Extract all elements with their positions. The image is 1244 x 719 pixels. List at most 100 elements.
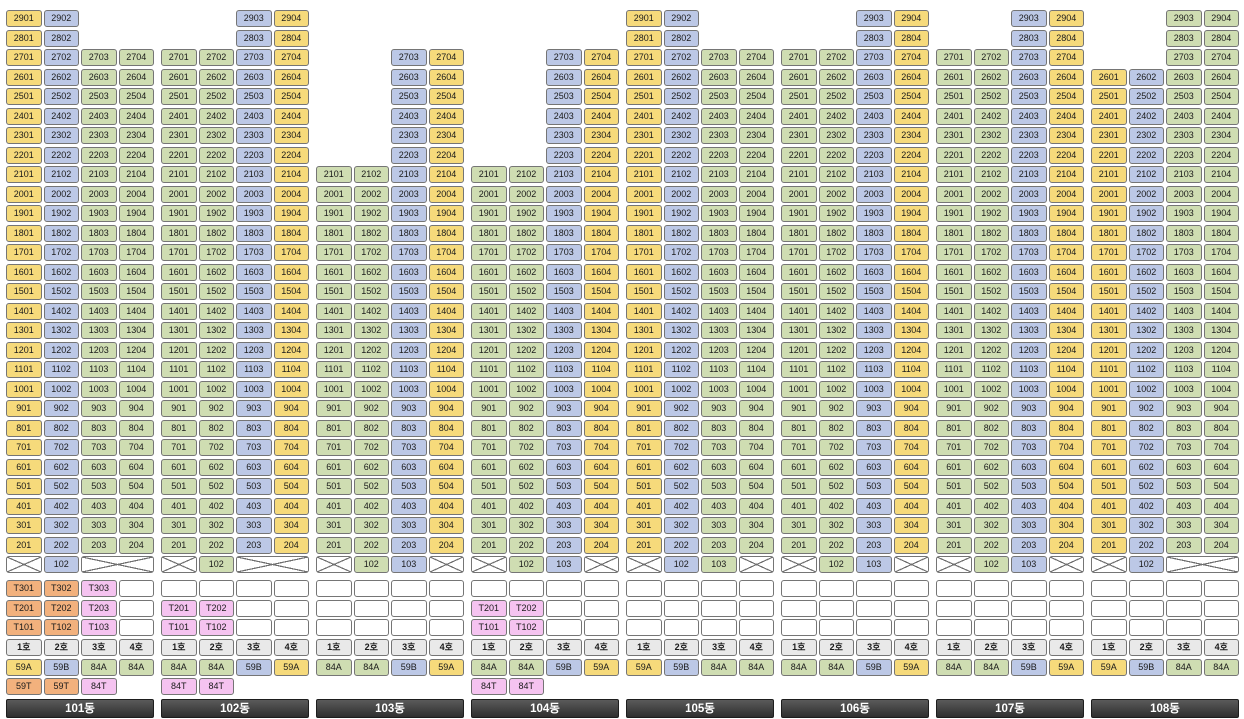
unit-cell[interactable]: 802	[508, 419, 544, 437]
unit-cell[interactable]: 2904	[1203, 10, 1239, 27]
unit-cell[interactable]: 1002	[818, 380, 854, 398]
unit-cell[interactable]: 803	[701, 419, 737, 437]
unit-cell[interactable]: 303	[856, 517, 892, 534]
unit-cell[interactable]: 2304	[583, 127, 619, 144]
unit-cell[interactable]: 204	[428, 536, 464, 554]
unit-cell[interactable]: 2003	[1011, 185, 1047, 203]
unit-cell[interactable]: 503	[81, 478, 117, 495]
unit-cell[interactable]: 1002	[973, 380, 1009, 398]
unit-cell[interactable]: 1901	[471, 205, 507, 222]
unit-cell[interactable]: 2403	[856, 107, 892, 125]
unit-cell[interactable]: 1601	[1091, 263, 1127, 281]
unit-cell[interactable]: 2302	[43, 127, 79, 144]
unit-cell[interactable]: 1002	[43, 380, 79, 398]
unit-cell[interactable]: 1803	[391, 224, 427, 242]
unit-cell[interactable]: T201	[6, 599, 42, 617]
unit-cell[interactable]: 1703	[81, 244, 117, 261]
unit-cell[interactable]: 1803	[236, 224, 272, 242]
unit-cell[interactable]: 1002	[508, 380, 544, 398]
unit-cell[interactable]: 2101	[1091, 166, 1127, 183]
unit-cell[interactable]: 204	[583, 536, 619, 554]
unit-cell[interactable]: 804	[583, 419, 619, 437]
unit-cell[interactable]: 1104	[428, 361, 464, 378]
unit-cell[interactable]: 1104	[118, 361, 154, 378]
unit-cell[interactable]: 2003	[701, 185, 737, 203]
unit-cell[interactable]: 804	[893, 419, 929, 437]
unit-cell[interactable]: 2402	[198, 107, 234, 125]
unit-cell[interactable]: 401	[6, 497, 42, 515]
unit-cell[interactable]: 1801	[1091, 224, 1127, 242]
unit-cell[interactable]: 2503	[1166, 88, 1202, 105]
unit-cell[interactable]: 1402	[353, 302, 389, 320]
unit-cell[interactable]: 1603	[391, 263, 427, 281]
unit-cell[interactable]: 2401	[781, 107, 817, 125]
unit-cell[interactable]: 102	[973, 556, 1009, 573]
unit-cell[interactable]: 1503	[236, 283, 272, 300]
unit-cell[interactable]: 1702	[663, 244, 699, 261]
unit-cell[interactable]: 1701	[626, 244, 662, 261]
unit-cell[interactable]: 302	[353, 517, 389, 534]
unit-cell[interactable]: 701	[781, 439, 817, 456]
unit-cell[interactable]: 701	[6, 439, 42, 456]
unit-cell[interactable]: 2701	[6, 49, 42, 66]
unit-cell[interactable]: 2301	[626, 127, 662, 144]
unit-cell[interactable]: 901	[471, 400, 507, 417]
unit-cell[interactable]: 903	[391, 400, 427, 417]
unit-cell[interactable]: 1501	[161, 283, 197, 300]
unit-cell[interactable]: 102	[198, 556, 234, 573]
unit-cell[interactable]: 1202	[43, 341, 79, 359]
unit-cell[interactable]: 704	[428, 439, 464, 456]
unit-cell[interactable]: 1902	[43, 205, 79, 222]
unit-cell[interactable]: 802	[1128, 419, 1164, 437]
unit-cell[interactable]: 204	[1203, 536, 1239, 554]
unit-cell[interactable]: 1001	[161, 380, 197, 398]
unit-cell[interactable]: T201	[471, 599, 507, 617]
unit-cell[interactable]: 202	[1128, 536, 1164, 554]
unit-cell[interactable]: 1902	[198, 205, 234, 222]
unit-cell[interactable]: 2001	[471, 185, 507, 203]
unit-cell[interactable]: 1302	[663, 322, 699, 339]
unit-cell[interactable]: 1501	[1091, 283, 1127, 300]
unit-cell[interactable]: 1504	[1048, 283, 1084, 300]
unit-cell[interactable]: 2102	[353, 166, 389, 183]
unit-cell[interactable]: 1204	[428, 341, 464, 359]
unit-cell[interactable]: 703	[236, 439, 272, 456]
unit-cell[interactable]: 304	[1203, 517, 1239, 534]
unit-cell[interactable]: 2403	[236, 107, 272, 125]
unit-cell[interactable]: 1402	[973, 302, 1009, 320]
unit-cell[interactable]: 2803	[856, 29, 892, 47]
unit-cell[interactable]: 2603	[546, 68, 582, 86]
unit-cell[interactable]: 1603	[856, 263, 892, 281]
unit-cell[interactable]: 401	[1091, 497, 1127, 515]
unit-cell[interactable]: 402	[43, 497, 79, 515]
unit-cell[interactable]: 1801	[781, 224, 817, 242]
unit-cell[interactable]: 1003	[81, 380, 117, 398]
unit-cell[interactable]: 1901	[1091, 205, 1127, 222]
unit-cell[interactable]: 1701	[781, 244, 817, 261]
unit-cell[interactable]: 1501	[6, 283, 42, 300]
unit-cell[interactable]: 1304	[118, 322, 154, 339]
unit-cell[interactable]: 2804	[1048, 29, 1084, 47]
unit-cell[interactable]: 203	[236, 536, 272, 554]
unit-cell[interactable]: 301	[781, 517, 817, 534]
unit-cell[interactable]: 1201	[471, 341, 507, 359]
unit-cell[interactable]: 1503	[391, 283, 427, 300]
unit-cell[interactable]: 702	[508, 439, 544, 456]
unit-cell[interactable]: 303	[1011, 517, 1047, 534]
unit-cell[interactable]: 1604	[1048, 263, 1084, 281]
unit-cell[interactable]: 2004	[893, 185, 929, 203]
unit-cell[interactable]: 2603	[81, 68, 117, 86]
unit-cell[interactable]: 2003	[81, 185, 117, 203]
unit-cell[interactable]: T102	[198, 619, 234, 636]
unit-cell[interactable]: 904	[1048, 400, 1084, 417]
unit-cell[interactable]: 703	[1166, 439, 1202, 456]
unit-cell[interactable]: 304	[1048, 517, 1084, 534]
unit-cell[interactable]: 1404	[738, 302, 774, 320]
unit-cell[interactable]: 2103	[1011, 166, 1047, 183]
unit-cell[interactable]: 401	[781, 497, 817, 515]
unit-cell[interactable]: 903	[701, 400, 737, 417]
unit-cell[interactable]: 202	[973, 536, 1009, 554]
unit-cell[interactable]: 1001	[781, 380, 817, 398]
unit-cell[interactable]: 901	[316, 400, 352, 417]
unit-cell[interactable]: 203	[81, 536, 117, 554]
